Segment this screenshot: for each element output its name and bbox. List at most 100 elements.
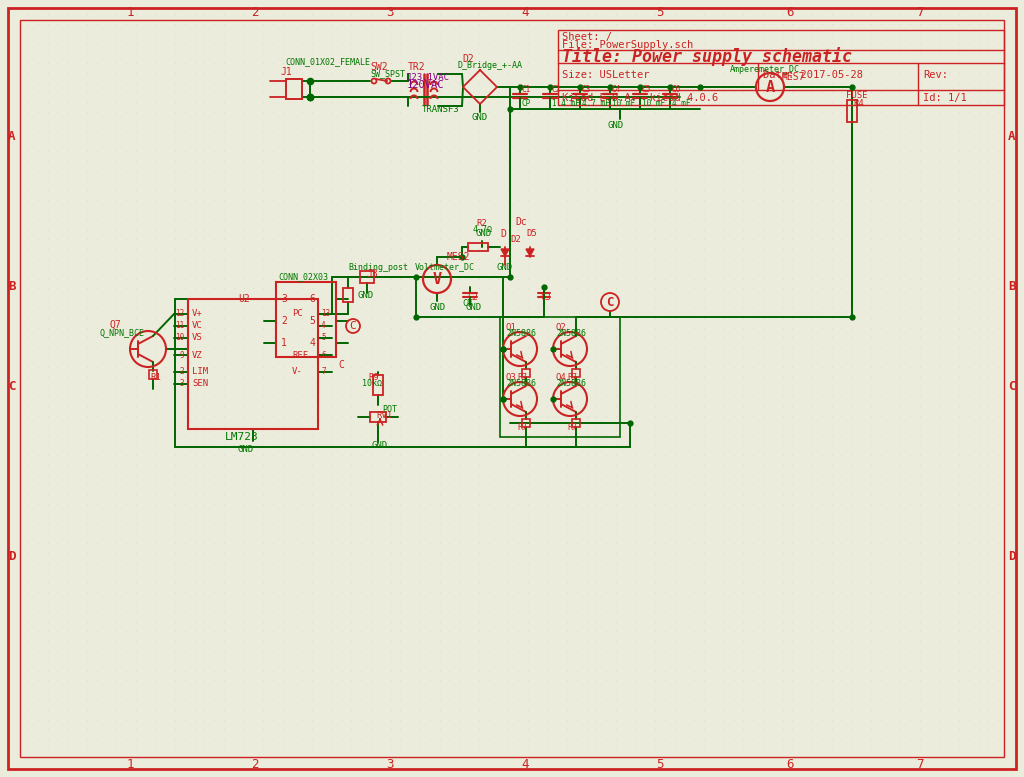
- Text: 5: 5: [656, 758, 664, 772]
- Text: 13: 13: [321, 309, 331, 319]
- Text: D_Bridge_+-AA: D_Bridge_+-AA: [458, 61, 523, 69]
- Text: U2: U2: [238, 294, 250, 304]
- Text: Q2: Q2: [556, 322, 566, 332]
- Text: R7: R7: [517, 372, 527, 382]
- Text: MES7: MES7: [782, 72, 806, 82]
- Text: CONN_02X03: CONN_02X03: [278, 273, 328, 281]
- Text: GND: GND: [429, 304, 445, 312]
- Text: R7: R7: [517, 423, 527, 431]
- Text: 3: 3: [386, 758, 394, 772]
- Text: 3: 3: [179, 379, 184, 388]
- Text: GND: GND: [476, 229, 493, 239]
- Text: 6: 6: [786, 6, 794, 19]
- Text: A: A: [765, 79, 774, 95]
- Text: R2: R2: [476, 219, 486, 228]
- Text: GND: GND: [465, 304, 481, 312]
- Text: PC: PC: [292, 309, 303, 319]
- Text: Q3: Q3: [506, 372, 517, 382]
- Text: R7: R7: [567, 423, 577, 431]
- Text: Q4: Q4: [556, 372, 566, 382]
- Polygon shape: [501, 249, 509, 256]
- Polygon shape: [526, 249, 534, 256]
- Text: Amperemeter_DC: Amperemeter_DC: [730, 65, 800, 75]
- Text: FUSE: FUSE: [846, 90, 867, 99]
- Text: 7: 7: [916, 758, 924, 772]
- Text: 3: 3: [386, 6, 394, 19]
- Text: 6: 6: [786, 758, 794, 772]
- Text: A: A: [8, 131, 15, 144]
- Text: CONN_01X02_FEMALE: CONN_01X02_FEMALE: [285, 57, 370, 67]
- Text: Date: 2017-05-28: Date: 2017-05-28: [763, 70, 863, 80]
- Bar: [286, 79, 302, 99]
- Text: 10 mF: 10 mF: [612, 99, 635, 109]
- Text: 7: 7: [321, 368, 326, 377]
- Text: D2: D2: [510, 235, 521, 243]
- Text: C2: C2: [467, 292, 478, 301]
- Bar: [558, 30, 1004, 105]
- Bar: [150, 370, 157, 379]
- Text: GND: GND: [238, 444, 254, 454]
- Text: J3: J3: [366, 269, 378, 279]
- Text: 10: 10: [175, 333, 184, 343]
- Text: D5: D5: [526, 229, 537, 239]
- Text: 3: 3: [281, 294, 287, 304]
- Bar: [847, 100, 857, 122]
- Text: 120VAC: 120VAC: [407, 80, 444, 90]
- Bar: [343, 288, 353, 302]
- Text: 10 mF: 10 mF: [642, 99, 666, 109]
- Text: Dc: Dc: [515, 217, 526, 227]
- Text: C3: C3: [582, 85, 591, 95]
- Text: 2: 2: [251, 758, 259, 772]
- Text: LM723: LM723: [225, 432, 259, 442]
- Bar: [360, 271, 374, 283]
- Text: GND: GND: [372, 441, 388, 450]
- Text: A: A: [1009, 131, 1016, 144]
- Text: 4: 4: [521, 758, 528, 772]
- Text: VS: VS: [193, 333, 203, 343]
- Text: C6: C6: [672, 85, 681, 95]
- Text: C: C: [1009, 381, 1016, 393]
- Text: CP: CP: [522, 99, 531, 109]
- Text: 1: 1: [126, 758, 134, 772]
- Bar: [522, 369, 530, 377]
- Text: GND: GND: [358, 291, 374, 301]
- Text: C: C: [606, 295, 613, 308]
- Text: 2: 2: [179, 368, 184, 377]
- Text: J1: J1: [280, 67, 292, 77]
- Bar: [500, 317, 620, 437]
- Text: 10kΩ: 10kΩ: [362, 379, 382, 388]
- Text: 6: 6: [321, 350, 326, 360]
- Text: 4: 4: [309, 338, 314, 348]
- Bar: [188, 299, 318, 429]
- Text: 4.7Ω: 4.7Ω: [473, 225, 493, 234]
- Text: D: D: [500, 229, 506, 239]
- Text: VZ: VZ: [193, 350, 203, 360]
- Text: C4: C4: [612, 85, 622, 95]
- Bar: [370, 412, 386, 422]
- Text: 5: 5: [321, 333, 326, 343]
- Text: D2: D2: [462, 54, 474, 64]
- Text: R7: R7: [567, 372, 577, 382]
- Text: R4: R4: [853, 99, 864, 107]
- Text: RV1: RV1: [376, 410, 392, 420]
- Text: Size: USLetter: Size: USLetter: [562, 70, 649, 80]
- Text: C: C: [349, 321, 356, 331]
- Text: C5: C5: [642, 85, 651, 95]
- Text: 9: 9: [179, 350, 184, 360]
- Text: 11: 11: [175, 322, 184, 330]
- Text: LIM: LIM: [193, 368, 208, 377]
- Text: Rev:: Rev:: [923, 70, 948, 80]
- Text: R1: R1: [150, 372, 161, 382]
- Text: B: B: [1009, 280, 1016, 294]
- Text: CP: CP: [462, 298, 472, 308]
- Bar: [373, 375, 383, 395]
- Text: Q1: Q1: [506, 322, 517, 332]
- Text: C: C: [8, 381, 15, 393]
- Text: File: PowerSupply.sch: File: PowerSupply.sch: [562, 40, 693, 50]
- Text: V: V: [432, 271, 441, 287]
- Text: C: C: [338, 360, 344, 370]
- Text: Voltmeter_DC: Voltmeter_DC: [415, 263, 475, 271]
- Text: 5: 5: [656, 6, 664, 19]
- Text: 2: 2: [281, 316, 287, 326]
- Bar: [572, 369, 580, 377]
